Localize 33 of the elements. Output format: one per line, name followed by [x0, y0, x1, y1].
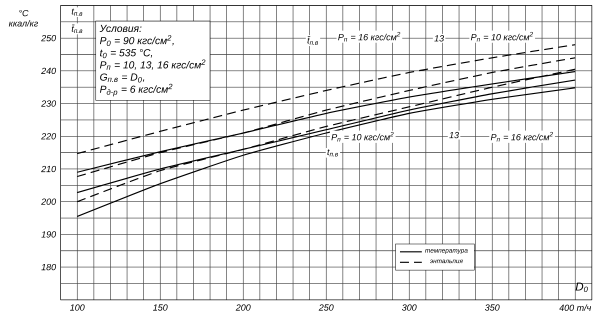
- annotation: P$_{п}$ = 16 кгс/см$^{2}$: [490, 132, 553, 142]
- y-tick-label: 220: [41, 133, 56, 140]
- annotation: G$_{п.в}$ = D$_{0}$,: [100, 74, 144, 83]
- x-tick-label: 250: [318, 304, 334, 311]
- line-series: [76, 44, 576, 154]
- annotation: P$_{п}$ = 10, 13, 16 кгс/см$^{2}$: [100, 60, 206, 70]
- annotation: t̄$_{п.в}$: [307, 36, 318, 45]
- x-axis-title: D$_{0}$: [576, 282, 588, 292]
- x-tick-label: 150: [153, 304, 168, 311]
- x-tick-label: 400 т/ч: [559, 304, 592, 312]
- x-tick-label: 200: [236, 304, 251, 311]
- y-tick-label: 190: [41, 231, 56, 238]
- x-tick-label: 300: [402, 304, 417, 311]
- y-tick-label: 250: [41, 35, 56, 42]
- annotation: Условия:: [100, 25, 142, 32]
- annotation: 13: [434, 35, 444, 42]
- annotation: P$_{п}$ = 16 кгс/см$^{2}$: [338, 32, 400, 42]
- annotation: t$_{п.в}$: [72, 8, 82, 16]
- annotation: t̄$_{п.в}$: [72, 24, 82, 34]
- y-axis-title: °C ккал/кг: [8, 10, 38, 27]
- annotation: t$_{п.в}$: [327, 149, 338, 157]
- annotation: 13: [449, 132, 459, 138]
- annotation: t$_{0}$ = 535 °C,: [100, 49, 152, 58]
- y-tick-label: 230: [41, 100, 56, 107]
- y-tick-label: 240: [41, 68, 56, 74]
- y-tick-label: 210: [41, 166, 56, 172]
- y-tick-label: 200: [41, 198, 56, 206]
- y-tick-label: 180: [41, 264, 56, 270]
- x-tick-label: 350: [484, 304, 500, 311]
- annotation: P$_{п}$ = 10 кгс/см$^{2}$: [470, 32, 534, 42]
- x-tick-label: 100: [70, 304, 85, 311]
- annotation: P$_{п}$ = 10 кгс/см$^{2}$: [331, 132, 394, 142]
- annotation: P$_{д-р}$ = 6 кгс/см$^{2}$: [100, 84, 172, 97]
